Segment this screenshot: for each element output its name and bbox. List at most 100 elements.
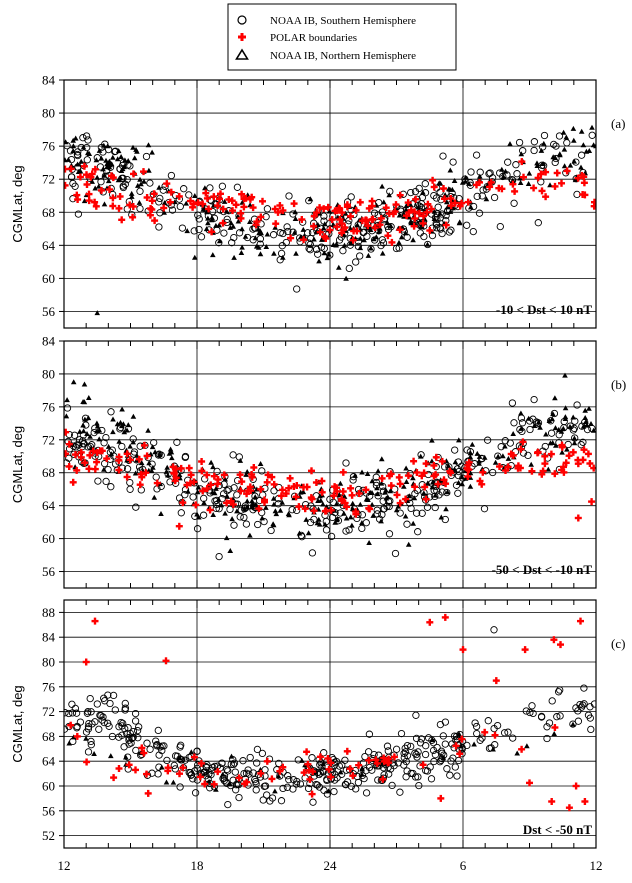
point-north <box>334 515 341 521</box>
point-south <box>424 734 433 742</box>
point-south <box>320 786 328 794</box>
point-polar <box>338 229 346 237</box>
point-south <box>279 229 287 238</box>
point-north <box>280 254 286 260</box>
point-south <box>471 719 479 727</box>
point-north <box>243 471 249 477</box>
point-south <box>97 178 105 186</box>
point-north <box>589 124 595 130</box>
point-north <box>374 491 381 497</box>
point-south <box>68 700 76 708</box>
point-polar <box>343 747 351 755</box>
point-north <box>499 166 505 172</box>
point-south <box>551 158 559 167</box>
point-south <box>233 183 242 191</box>
point-south <box>501 437 509 445</box>
point-north <box>456 731 462 737</box>
point-north <box>80 428 87 434</box>
point-north <box>505 455 512 461</box>
point-south <box>99 188 107 196</box>
point-south <box>260 782 269 791</box>
point-north <box>218 502 225 508</box>
point-polar <box>64 165 69 173</box>
point-north <box>455 480 462 485</box>
point-south <box>200 768 209 776</box>
point-north <box>534 160 540 166</box>
point-polar <box>115 765 123 772</box>
point-polar <box>208 228 216 236</box>
point-polar <box>210 193 218 201</box>
point-polar <box>590 202 596 210</box>
point-north <box>590 427 596 433</box>
point-south <box>564 440 572 449</box>
point-south <box>330 787 338 796</box>
x-tick-label: 12 <box>58 858 71 873</box>
point-south <box>472 151 481 159</box>
point-north <box>526 170 533 176</box>
point-south <box>131 709 140 718</box>
point-polar <box>123 450 131 458</box>
point-north <box>445 463 452 469</box>
point-polar <box>300 483 307 491</box>
point-north <box>459 474 465 480</box>
point-polar <box>306 775 314 783</box>
point-south <box>230 484 238 492</box>
point-polar <box>237 209 245 217</box>
point-north <box>130 144 136 150</box>
point-north <box>343 515 350 521</box>
point-polar <box>316 204 324 212</box>
point-north <box>165 472 171 478</box>
point-south <box>235 229 244 237</box>
point-north <box>403 207 409 212</box>
point-north <box>444 489 451 495</box>
point-north <box>202 185 208 191</box>
y-tick-label: 76 <box>42 399 56 414</box>
point-north <box>438 514 445 520</box>
point-north <box>462 174 469 180</box>
point-south <box>261 766 269 774</box>
point-south <box>442 211 450 220</box>
point-polar <box>278 486 286 494</box>
point-north <box>481 454 488 460</box>
y-tick-label: 72 <box>42 432 55 447</box>
point-south <box>439 152 447 160</box>
point-polar <box>574 514 582 522</box>
point-north <box>279 499 285 505</box>
point-south <box>96 163 105 171</box>
point-north <box>105 178 112 184</box>
point-north <box>292 216 299 221</box>
point-polar <box>579 456 587 464</box>
point-polar <box>464 198 472 206</box>
point-polar <box>419 219 427 227</box>
point-polar <box>83 758 91 766</box>
point-polar <box>321 233 328 241</box>
point-polar <box>130 170 137 178</box>
point-polar <box>338 220 346 228</box>
point-north <box>535 419 542 425</box>
point-polar <box>176 770 183 778</box>
point-north <box>410 237 416 243</box>
point-south <box>260 517 268 526</box>
point-south <box>289 228 297 236</box>
point-polar <box>353 227 361 235</box>
point-polar <box>228 197 236 205</box>
point-polar <box>423 208 431 216</box>
point-north <box>230 223 236 229</box>
point-south <box>504 158 512 166</box>
point-north <box>580 423 587 429</box>
point-polar <box>415 209 423 217</box>
y-tick-label: 68 <box>42 205 55 220</box>
point-south <box>524 451 532 460</box>
point-polar <box>574 174 582 182</box>
point-polar <box>109 194 117 202</box>
point-south <box>577 441 585 449</box>
point-polar <box>580 446 588 454</box>
point-north <box>525 415 532 421</box>
point-south <box>117 718 125 727</box>
point-south <box>258 749 267 758</box>
point-south <box>91 718 99 726</box>
point-north <box>458 743 464 749</box>
point-south <box>356 252 364 260</box>
point-south <box>484 717 492 725</box>
legend-label-south: NOAA IB, Southern Hemisphere <box>270 15 416 27</box>
